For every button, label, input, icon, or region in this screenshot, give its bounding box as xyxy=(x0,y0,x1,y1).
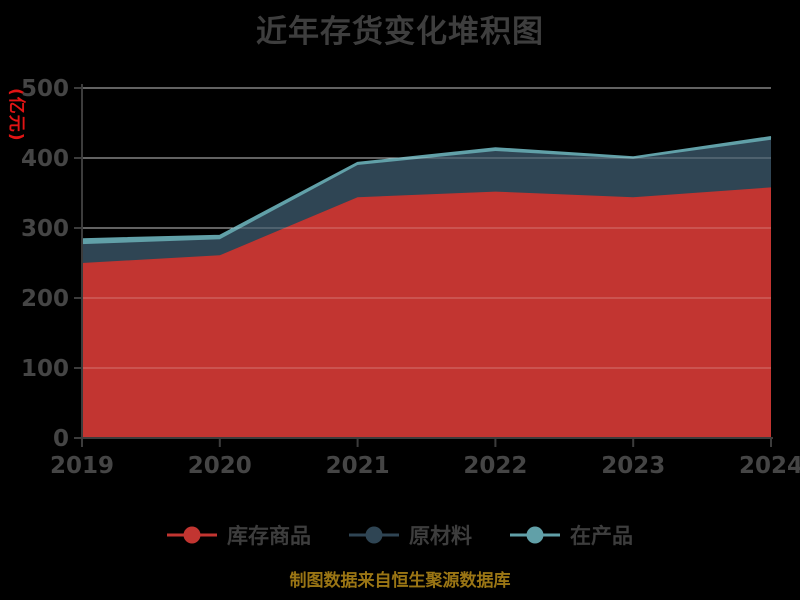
y-tick-label: 100 xyxy=(21,356,69,382)
legend-item-库存商品[interactable]: 库存商品 xyxy=(167,520,311,550)
x-tick-label: 2019 xyxy=(50,453,114,479)
data-source-note: 制图数据来自恒生聚源数据库 xyxy=(289,571,511,591)
y-tick-label: 400 xyxy=(21,146,69,172)
chart-title: 近年存货变化堆积图 xyxy=(256,14,544,50)
legend-label: 原材料 xyxy=(409,524,472,548)
y-tick-label: 0 xyxy=(53,426,69,452)
x-tick-label: 2023 xyxy=(601,453,665,479)
legend-item-原材料[interactable]: 原材料 xyxy=(349,520,472,550)
area-band-库存商品 xyxy=(82,187,771,438)
legend-marker-icon xyxy=(349,526,399,544)
x-tick-label: 2020 xyxy=(188,453,252,479)
x-tick-label: 2021 xyxy=(326,453,390,479)
y-tick-label: 500 xyxy=(21,76,69,102)
legend-marker-icon xyxy=(510,526,560,544)
legend: 库存商品 原材料 在产品 xyxy=(0,518,800,552)
legend-marker-icon xyxy=(167,526,217,544)
area-band-原材料 xyxy=(82,139,771,263)
legend-label: 库存商品 xyxy=(227,524,311,548)
y-tick-label: 200 xyxy=(21,286,69,312)
x-tick-label: 2022 xyxy=(463,453,527,479)
y-tick-label: 300 xyxy=(21,216,69,242)
series-line-在产品 xyxy=(81,136,772,241)
legend-item-在产品[interactable]: 在产品 xyxy=(510,520,633,550)
legend-label: 在产品 xyxy=(570,524,633,548)
x-tick-label: 2024 xyxy=(739,453,800,479)
